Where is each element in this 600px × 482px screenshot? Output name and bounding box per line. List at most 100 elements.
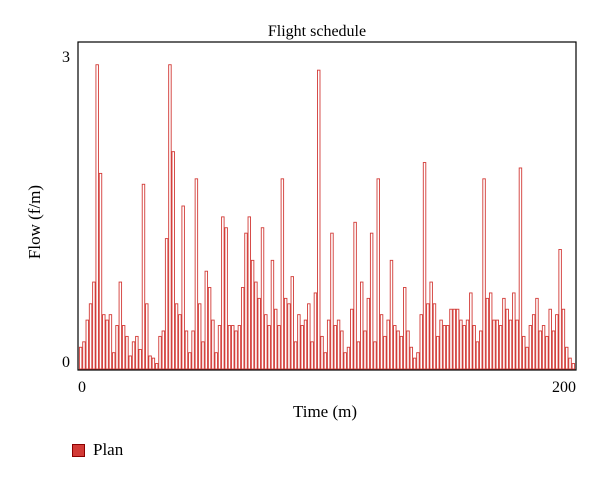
y-tick-label: 0	[62, 354, 70, 371]
bar	[525, 346, 529, 370]
bar	[303, 319, 308, 370]
bar	[393, 325, 397, 370]
bar	[449, 308, 453, 370]
bar	[571, 363, 576, 370]
bar	[151, 357, 156, 370]
bar	[270, 259, 275, 370]
bar	[174, 303, 179, 370]
bar	[310, 341, 314, 370]
bar	[522, 335, 526, 370]
bar	[267, 325, 271, 370]
bar	[118, 281, 123, 370]
bar	[323, 352, 328, 370]
bar	[240, 287, 245, 370]
bar	[469, 292, 473, 370]
bar	[227, 325, 232, 370]
chart-title: Flight schedule	[268, 23, 366, 40]
bar	[78, 346, 83, 370]
bar	[465, 319, 470, 370]
bar	[85, 319, 89, 370]
bar	[376, 178, 380, 370]
bar	[161, 330, 166, 370]
bar	[158, 335, 162, 370]
bar	[561, 308, 566, 370]
bar	[237, 325, 242, 370]
bar	[555, 314, 559, 370]
bar	[538, 330, 542, 370]
bar	[475, 341, 480, 370]
bar	[419, 314, 423, 370]
bar	[396, 330, 400, 370]
bar	[317, 69, 321, 370]
bar	[307, 303, 311, 370]
bar	[498, 325, 503, 370]
bar	[409, 346, 414, 370]
bar	[363, 330, 367, 370]
bar	[436, 335, 440, 370]
bar	[333, 325, 337, 370]
plot-frame	[77, 41, 577, 371]
bar	[257, 297, 261, 370]
bar	[389, 259, 394, 370]
bar	[455, 308, 460, 370]
bar	[274, 308, 278, 370]
bar	[300, 325, 304, 370]
bar	[326, 319, 331, 370]
bar	[379, 314, 384, 370]
bar	[369, 232, 374, 370]
bar	[155, 363, 159, 370]
bar	[178, 314, 182, 370]
x-tick-label: 200	[552, 379, 576, 396]
bar	[330, 232, 334, 370]
bar	[445, 325, 450, 370]
bar	[545, 335, 549, 370]
bar	[138, 348, 142, 370]
bar	[115, 325, 119, 370]
bar	[505, 308, 509, 370]
bar	[541, 325, 546, 370]
bar	[145, 303, 149, 370]
bar	[399, 335, 404, 370]
bar	[125, 335, 129, 370]
bar	[485, 297, 490, 370]
bar	[565, 346, 569, 370]
bar	[184, 330, 189, 370]
bar	[360, 281, 364, 370]
bar	[383, 335, 387, 370]
legend: Plan	[72, 440, 123, 460]
bar	[353, 221, 357, 370]
bar	[508, 319, 513, 370]
bar	[518, 167, 523, 370]
bar	[336, 319, 341, 370]
bar	[217, 325, 222, 370]
bar	[416, 352, 420, 370]
bar	[231, 325, 235, 370]
bar	[373, 341, 377, 370]
bar	[280, 178, 285, 370]
bar	[260, 227, 265, 370]
bar	[92, 281, 96, 370]
bar	[171, 151, 175, 370]
bar	[512, 292, 516, 370]
bar	[320, 335, 324, 370]
bar	[313, 292, 318, 370]
bar	[250, 259, 255, 370]
bar	[201, 341, 205, 370]
bar	[350, 308, 354, 370]
bar	[211, 319, 215, 370]
bar	[366, 297, 371, 370]
bar	[459, 319, 463, 370]
bar	[131, 341, 136, 370]
bar	[168, 64, 172, 370]
bar	[234, 330, 238, 370]
bar	[479, 330, 483, 370]
bar	[121, 325, 126, 370]
legend-label-plan: Plan	[93, 440, 124, 459]
bar	[244, 232, 248, 370]
bar	[95, 64, 99, 370]
bar	[495, 319, 499, 370]
bar	[502, 297, 506, 370]
bar	[482, 178, 486, 370]
bar	[188, 352, 192, 370]
y-axis-label: Flow (f/m)	[25, 185, 44, 259]
